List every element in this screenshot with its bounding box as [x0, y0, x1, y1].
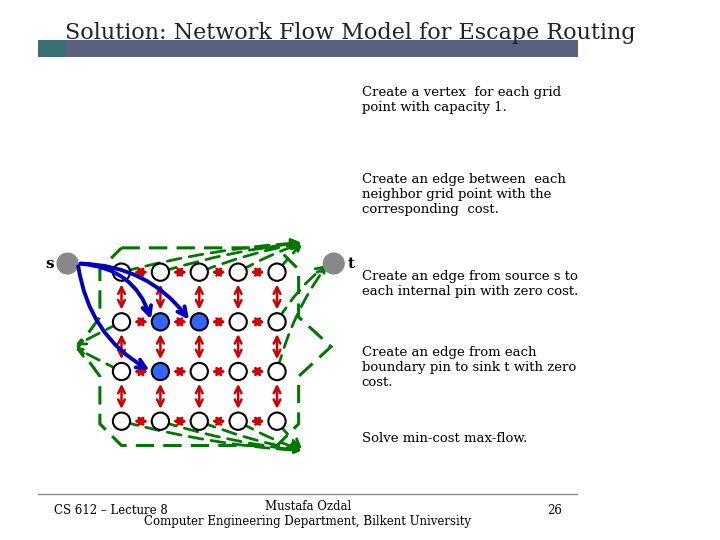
- Circle shape: [323, 253, 344, 274]
- Text: CS 612 – Lecture 8: CS 612 – Lecture 8: [54, 504, 168, 517]
- Circle shape: [57, 253, 78, 274]
- Text: s: s: [45, 256, 54, 271]
- Circle shape: [191, 363, 208, 380]
- Circle shape: [152, 264, 169, 281]
- Circle shape: [191, 313, 208, 330]
- Text: Create an edge between  each
neighbor grid point with the
corresponding  cost.: Create an edge between each neighbor gri…: [362, 173, 566, 216]
- Circle shape: [191, 413, 208, 430]
- Circle shape: [230, 363, 247, 380]
- Bar: [38, 40, 578, 57]
- Circle shape: [152, 363, 169, 380]
- Circle shape: [269, 313, 286, 330]
- Text: Create an edge from source s to
each internal pin with zero cost.: Create an edge from source s to each int…: [362, 270, 578, 298]
- Circle shape: [152, 413, 169, 430]
- Circle shape: [230, 264, 247, 281]
- Text: Solution: Network Flow Model for Escape Routing: Solution: Network Flow Model for Escape …: [65, 22, 635, 44]
- Text: Create an edge from each
boundary pin to sink t with zero
cost.: Create an edge from each boundary pin to…: [362, 346, 576, 389]
- Circle shape: [113, 413, 130, 430]
- Circle shape: [152, 313, 169, 330]
- Circle shape: [113, 313, 130, 330]
- Circle shape: [230, 313, 247, 330]
- Circle shape: [113, 363, 130, 380]
- Circle shape: [113, 264, 130, 281]
- Bar: [38, 40, 65, 57]
- Text: 26: 26: [546, 504, 562, 517]
- Circle shape: [269, 413, 286, 430]
- Text: Solve min-cost max-flow.: Solve min-cost max-flow.: [362, 432, 527, 445]
- Text: Create a vertex  for each grid
point with capacity 1.: Create a vertex for each grid point with…: [362, 86, 561, 114]
- Circle shape: [191, 264, 208, 281]
- Text: Mustafa Ozdal
Computer Engineering Department, Bilkent University: Mustafa Ozdal Computer Engineering Depar…: [144, 500, 472, 528]
- Circle shape: [269, 363, 286, 380]
- Circle shape: [269, 264, 286, 281]
- Text: t: t: [347, 256, 354, 271]
- Circle shape: [230, 413, 247, 430]
